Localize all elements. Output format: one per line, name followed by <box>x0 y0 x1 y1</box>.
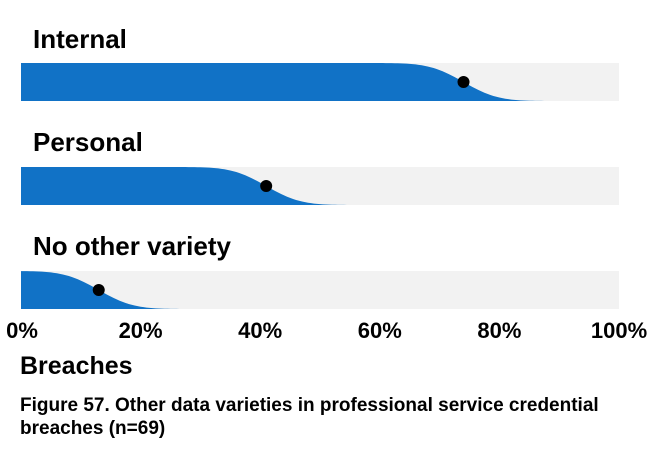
category-label: No other variety <box>33 231 231 261</box>
x-tick-label: 80% <box>477 318 521 343</box>
figure-caption: Figure 57. Other data varieties in profe… <box>20 395 599 439</box>
x-tick-label: 20% <box>119 318 163 343</box>
chart-row: No other variety <box>21 231 619 309</box>
x-tick-label: 100% <box>591 318 647 343</box>
chart-row: Personal <box>21 127 619 205</box>
x-tick-label: 0% <box>6 318 38 343</box>
x-axis-title: Breaches <box>20 352 133 380</box>
distribution-slab <box>21 167 619 205</box>
point-estimate-marker <box>260 180 273 192</box>
x-tick-label: 40% <box>238 318 282 343</box>
point-estimate-marker <box>92 284 105 296</box>
chart-rows: Internal Personal No other variety <box>21 24 619 309</box>
distribution-slab <box>21 63 619 101</box>
distribution-slab <box>21 271 619 309</box>
chart-row: Internal <box>21 24 619 101</box>
category-label: Personal <box>33 127 143 157</box>
category-label: Internal <box>33 24 127 54</box>
x-tick-label: 60% <box>358 318 402 343</box>
x-axis-ticks: 0% 20% 40% 60% 80% 100% <box>6 318 647 343</box>
point-estimate-marker <box>457 76 470 88</box>
